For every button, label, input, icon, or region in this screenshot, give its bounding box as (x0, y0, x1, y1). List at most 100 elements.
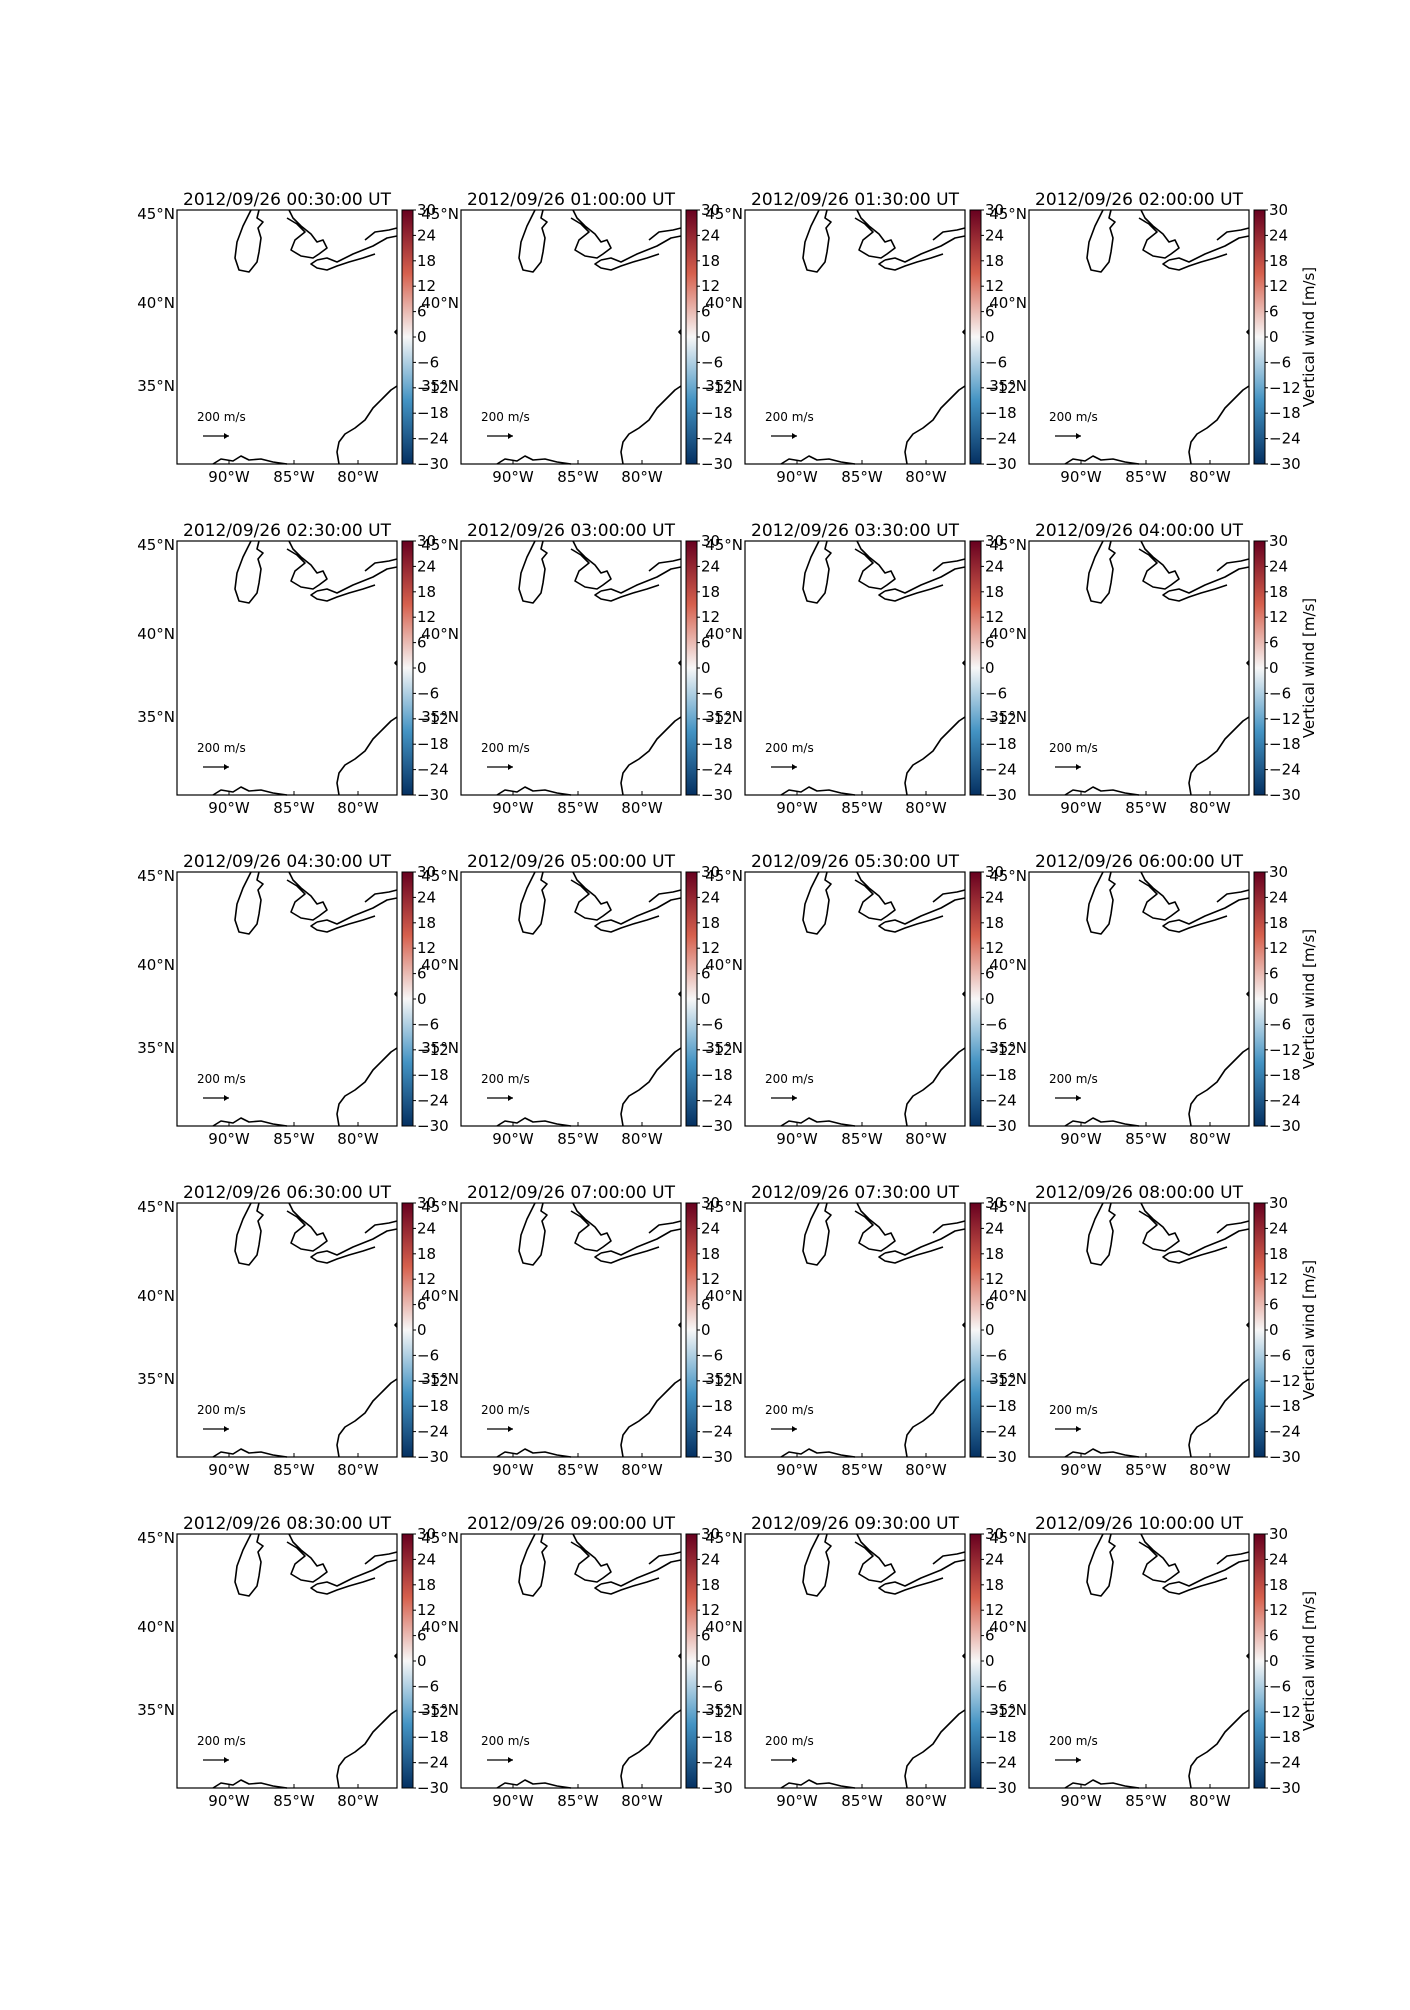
coastline-path (286, 209, 328, 259)
lat-tick-label: 45°N (705, 867, 743, 885)
arrow-head-icon (508, 1757, 513, 1763)
lat-tick-label: 40°N (705, 1287, 743, 1305)
lat-tick-label: 45°N (421, 205, 459, 223)
coastline-path (1064, 1448, 1140, 1458)
colorbar-tick-label: 0 (985, 659, 995, 677)
lon-tick-label: 80°W (1189, 1792, 1231, 1810)
lon-tick-label: 85°W (557, 1130, 599, 1148)
map-frame (744, 1533, 966, 1789)
coastline-path (962, 660, 966, 666)
colorbar-tick-label: 30 (1269, 1194, 1288, 1212)
coastline-path (1188, 1709, 1250, 1789)
coastline (496, 1533, 682, 1789)
colorbar-tick-label: 24 (1269, 1219, 1288, 1237)
map-frame (176, 1202, 398, 1458)
colorbar (1253, 540, 1266, 796)
panel-title: 2012/09/26 09:30:00 UT (751, 1514, 960, 1534)
lat-tick-label: 35°N (989, 377, 1027, 395)
map-frame (176, 540, 398, 796)
colorbar-tick-label: −24 (985, 1423, 1017, 1441)
coastline-path (1216, 1220, 1250, 1234)
lat-tick-label: 35°N (705, 1370, 743, 1388)
arrow-head-icon (1076, 1095, 1081, 1101)
colorbar (685, 1202, 698, 1458)
colorbar (401, 540, 414, 796)
coastline-path (364, 1551, 398, 1565)
lat-tick-label: 40°N (989, 625, 1027, 643)
map-panel: 2012/09/26 03:00:00 UT 200 m/s 90°W 85°W 80°… (421, 521, 732, 817)
colorbar-tick-label: 12 (1269, 939, 1288, 957)
lat-tick-label: 35°N (137, 708, 175, 726)
colorbar (1253, 871, 1266, 1127)
colorbar-tick-label: 12 (417, 939, 436, 957)
colorbar (685, 540, 698, 796)
coastline-path (854, 871, 896, 921)
lon-tick-label: 90°W (208, 1130, 250, 1148)
colorbar-tick-label: 0 (985, 1321, 995, 1339)
colorbar-label: Vertical wind [m/s] (1300, 929, 1318, 1069)
coastline-path (1188, 716, 1250, 796)
lat-tick-label: 40°N (989, 1618, 1027, 1636)
panel-title: 2012/09/26 02:30:00 UT (183, 521, 392, 541)
colorbar-tick-label: 24 (417, 888, 436, 906)
panel-title: 2012/09/26 05:30:00 UT (751, 852, 960, 872)
arrow-head-icon (1076, 1757, 1081, 1763)
coastline-path (1064, 1117, 1140, 1127)
colorbar-tick-label: −18 (701, 735, 733, 753)
colorbar (685, 1533, 698, 1789)
colorbar-tick-label: −30 (985, 455, 1017, 473)
colorbar-tick-label: 12 (985, 1601, 1004, 1619)
lon-tick-label: 85°W (273, 1792, 315, 1810)
quiver-key-label: 200 m/s (197, 1734, 246, 1748)
lat-tick-label: 35°N (989, 1039, 1027, 1057)
coastline-path (904, 1378, 966, 1458)
coastline-path (518, 209, 548, 273)
coastline-path (496, 1448, 572, 1458)
coastline-path (1246, 1322, 1250, 1328)
colorbar-tick-label: −30 (417, 786, 449, 804)
colorbar-tick-label: −6 (417, 684, 439, 702)
lon-tick-label: 85°W (557, 1461, 599, 1479)
colorbar-tick-label: 30 (417, 201, 436, 219)
coastline-path (518, 540, 548, 604)
coastline (496, 209, 682, 465)
colorbar-tick-label: 30 (417, 1525, 436, 1543)
colorbar-tick-label: 18 (985, 1576, 1004, 1594)
arrow-head-icon (508, 764, 513, 770)
lat-tick-label: 45°N (137, 1198, 175, 1216)
quiver-key-label: 200 m/s (481, 741, 530, 755)
map-frame (1028, 1202, 1250, 1458)
colorbar-tick-label: 18 (701, 1245, 720, 1263)
lon-tick-label: 80°W (337, 1461, 379, 1479)
coastline-path (904, 1047, 966, 1127)
coastline (496, 871, 682, 1127)
colorbar-tick-label: −18 (985, 1066, 1017, 1084)
coastline-path (1188, 1378, 1250, 1458)
colorbar-tick-label: 18 (1269, 914, 1288, 932)
lat-tick-label: 45°N (137, 1529, 175, 1547)
coastline-path (678, 991, 682, 997)
coastline-path (1086, 1202, 1116, 1266)
coastline-path (234, 871, 264, 935)
colorbar-tick-label: −30 (701, 786, 733, 804)
colorbar-tick-label: 30 (417, 1194, 436, 1212)
coastline-path (234, 540, 264, 604)
colorbar-tick-label: 12 (701, 939, 720, 957)
panel-title: 2012/09/26 07:30:00 UT (751, 1183, 960, 1203)
coastline-path (286, 1202, 328, 1252)
coastline-path (496, 786, 572, 796)
colorbar-tick-label: 0 (985, 1652, 995, 1670)
colorbar-tick-label: 6 (985, 303, 995, 321)
lon-tick-label: 90°W (492, 468, 534, 486)
colorbar-tick-label: −12 (417, 710, 449, 728)
colorbar-tick-label: 30 (985, 863, 1004, 881)
lon-tick-label: 85°W (841, 468, 883, 486)
colorbar-tick-label: −12 (701, 1372, 733, 1390)
colorbar-tick-label: −30 (701, 455, 733, 473)
colorbar-tick-label: 6 (417, 634, 427, 652)
colorbar-tick-label: −12 (701, 1703, 733, 1721)
panel-title: 2012/09/26 03:00:00 UT (467, 521, 676, 541)
colorbar-tick-label: 0 (417, 659, 427, 677)
colorbar-tick-label: −6 (417, 353, 439, 371)
